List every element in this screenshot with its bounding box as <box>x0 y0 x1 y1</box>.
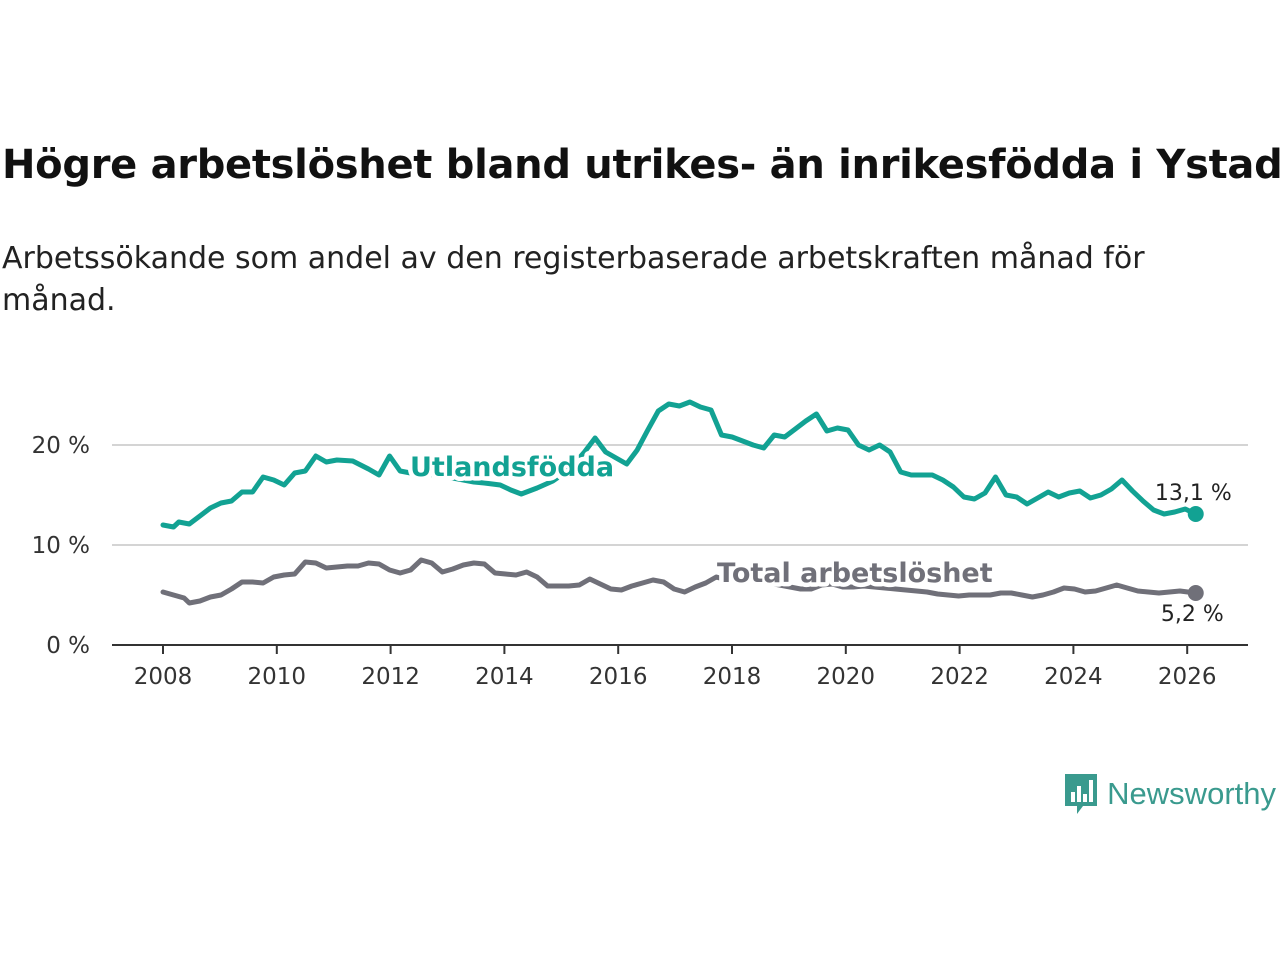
y-tick-label: 10 % <box>32 533 90 559</box>
series-line-utlandsfodda <box>160 399 1199 530</box>
series-end-dot <box>1187 506 1204 522</box>
series-name-halo: Total arbetslöshet <box>717 558 993 589</box>
chart-title: Högre arbetslöshet bland utrikes- än inr… <box>2 142 1280 188</box>
x-tick-label: 2024 <box>1044 664 1103 690</box>
y-tick-label: 20 % <box>32 433 90 459</box>
newsworthy-logo[interactable]: Newsworthy <box>1063 772 1276 816</box>
newsworthy-logo-icon <box>1065 774 1098 814</box>
x-tick-label: 2010 <box>248 664 307 690</box>
x-tick-label: 2016 <box>589 664 648 690</box>
x-tick-label: 2014 <box>475 664 534 690</box>
x-tick-label: 2020 <box>817 664 876 690</box>
series-name-label: Utlandsfödda <box>410 452 614 483</box>
gridlines <box>112 444 1248 546</box>
series-lines <box>160 399 1204 606</box>
axes: 0 % 10 % 20 % 2008 2010 2012 2014 2016 2018 2020 2… <box>32 433 1248 690</box>
series-end-label: 13,1 % <box>1155 481 1232 506</box>
brand-name: Newsworthy <box>1107 776 1276 811</box>
chart-subtitle: Arbetssökande som andel av den registerb… <box>2 241 1145 318</box>
x-tick-label: 2008 <box>134 664 193 690</box>
series-end-label: 5,2 % <box>1161 602 1224 627</box>
x-tick-label: 2026 <box>1158 664 1217 690</box>
x-tick-label: 2018 <box>703 664 762 690</box>
series-labels: 13,1 %5,2 %UtlandsföddaUtlandsföddaTotal… <box>406 448 1232 628</box>
series-end-dot <box>1187 585 1204 601</box>
series-name-label: Total arbetslöshet <box>717 558 993 589</box>
series-line-total <box>160 557 1199 606</box>
y-tick-label: 0 % <box>46 633 90 659</box>
x-tick-label: 2012 <box>361 664 420 690</box>
x-tick-label: 2022 <box>930 664 989 690</box>
series-name-halo: Utlandsfödda <box>410 452 614 483</box>
